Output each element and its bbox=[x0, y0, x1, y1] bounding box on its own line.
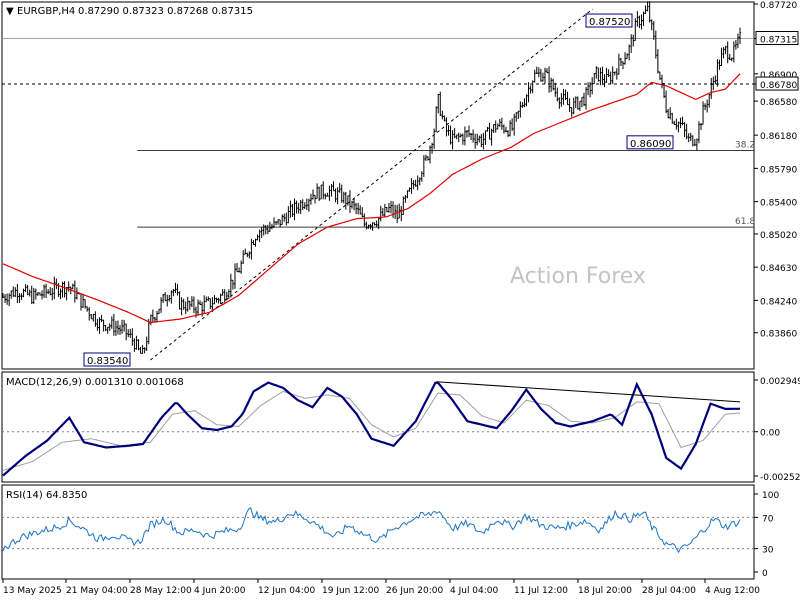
price-label-text: 0.83540 bbox=[87, 356, 128, 367]
price-label-box bbox=[83, 352, 131, 367]
x-tick-label: 19 Jun 12:00 bbox=[322, 586, 379, 596]
x-tick-label: 12 Jun 04:00 bbox=[258, 586, 315, 596]
macd-title: MACD(12,26,9) 0.001310 0.001068 bbox=[6, 377, 184, 388]
x-tick-label: 26 Jun 20:00 bbox=[386, 586, 443, 596]
macd-layer bbox=[2, 381, 754, 477]
price-tick-label: 0.87720 bbox=[760, 1, 797, 11]
rsi-tick-label: 70 bbox=[762, 514, 774, 524]
x-tick-label: 13 May 2025 bbox=[3, 586, 62, 596]
price-label-text: 0.87520 bbox=[589, 17, 630, 28]
macd-line bbox=[2, 381, 741, 477]
trendline bbox=[150, 8, 593, 361]
price-tick-box bbox=[755, 76, 799, 91]
rsi-tick-label: 100 bbox=[762, 491, 779, 501]
price-label-box bbox=[585, 13, 633, 28]
x-tick-label: 28 Jul 04:00 bbox=[642, 586, 696, 596]
rsi-line bbox=[2, 507, 741, 554]
price-label-text: 0.86090 bbox=[630, 139, 671, 150]
watermark: Action Forex bbox=[510, 264, 646, 289]
rsi-title: RSI(14) 64.8350 bbox=[6, 490, 87, 501]
price-tick-label: 0.85400 bbox=[760, 199, 797, 209]
x-tick-label: 21 May 04:00 bbox=[66, 586, 128, 596]
price-tick-label: 0.85020 bbox=[760, 231, 797, 241]
price-tick-label: 0.84630 bbox=[760, 264, 797, 274]
x-tick-label: 4 Jun 20:00 bbox=[194, 586, 246, 596]
macd-tick-label: 0.00 bbox=[760, 429, 780, 439]
x-tick-label: 4 Aug 12:00 bbox=[705, 586, 760, 596]
price-tick-label: 0.86580 bbox=[760, 98, 797, 108]
x-tick-label: 11 Jul 12:00 bbox=[514, 586, 568, 596]
price-panel-border bbox=[1, 1, 755, 370]
price-tick-box bbox=[755, 30, 799, 45]
ohlc-label: 0.87290 0.87323 0.87268 0.87315 bbox=[78, 6, 253, 17]
macd-panel-border bbox=[1, 371, 755, 483]
moving-average-line bbox=[2, 73, 741, 324]
price-tick-label: 0.86780 bbox=[760, 81, 797, 91]
header-arrow-icon: ▼ bbox=[6, 6, 14, 17]
macd-tick-label: -0.002524 bbox=[760, 473, 800, 483]
x-tick-label: 4 Jul 04:00 bbox=[450, 586, 499, 596]
x-tick-label: 18 Jul 20:00 bbox=[578, 586, 632, 596]
symbol-label: EURGBP,H4 bbox=[17, 6, 75, 17]
price-tick-label: 0.85790 bbox=[760, 165, 797, 175]
price-tick-label: 0.84240 bbox=[760, 297, 797, 307]
price-tick-label: 0.86180 bbox=[760, 132, 797, 142]
rsi-panel-border bbox=[1, 484, 755, 580]
rsi-tick-label: 0 bbox=[762, 569, 768, 579]
price-tick-label: 0.87315 bbox=[760, 35, 797, 45]
x-tick-label: 28 May 12:00 bbox=[130, 586, 192, 596]
macd-tick-label: 0.002949 bbox=[760, 377, 800, 387]
fib-level-label: 38.2 bbox=[735, 140, 755, 150]
price-tick-label: 0.86900 bbox=[760, 71, 797, 81]
price-tick-label: 0.83860 bbox=[760, 330, 797, 340]
rsi-tick-label: 30 bbox=[762, 546, 774, 556]
rsi-layer bbox=[2, 507, 754, 554]
price-label-box bbox=[626, 135, 674, 150]
price-layer: 38.2 61.8 0.87520 0.86090 0.83540 bbox=[2, 1, 755, 367]
fib-level-label: 61.8 bbox=[735, 217, 755, 227]
macd-trendline bbox=[436, 381, 741, 403]
